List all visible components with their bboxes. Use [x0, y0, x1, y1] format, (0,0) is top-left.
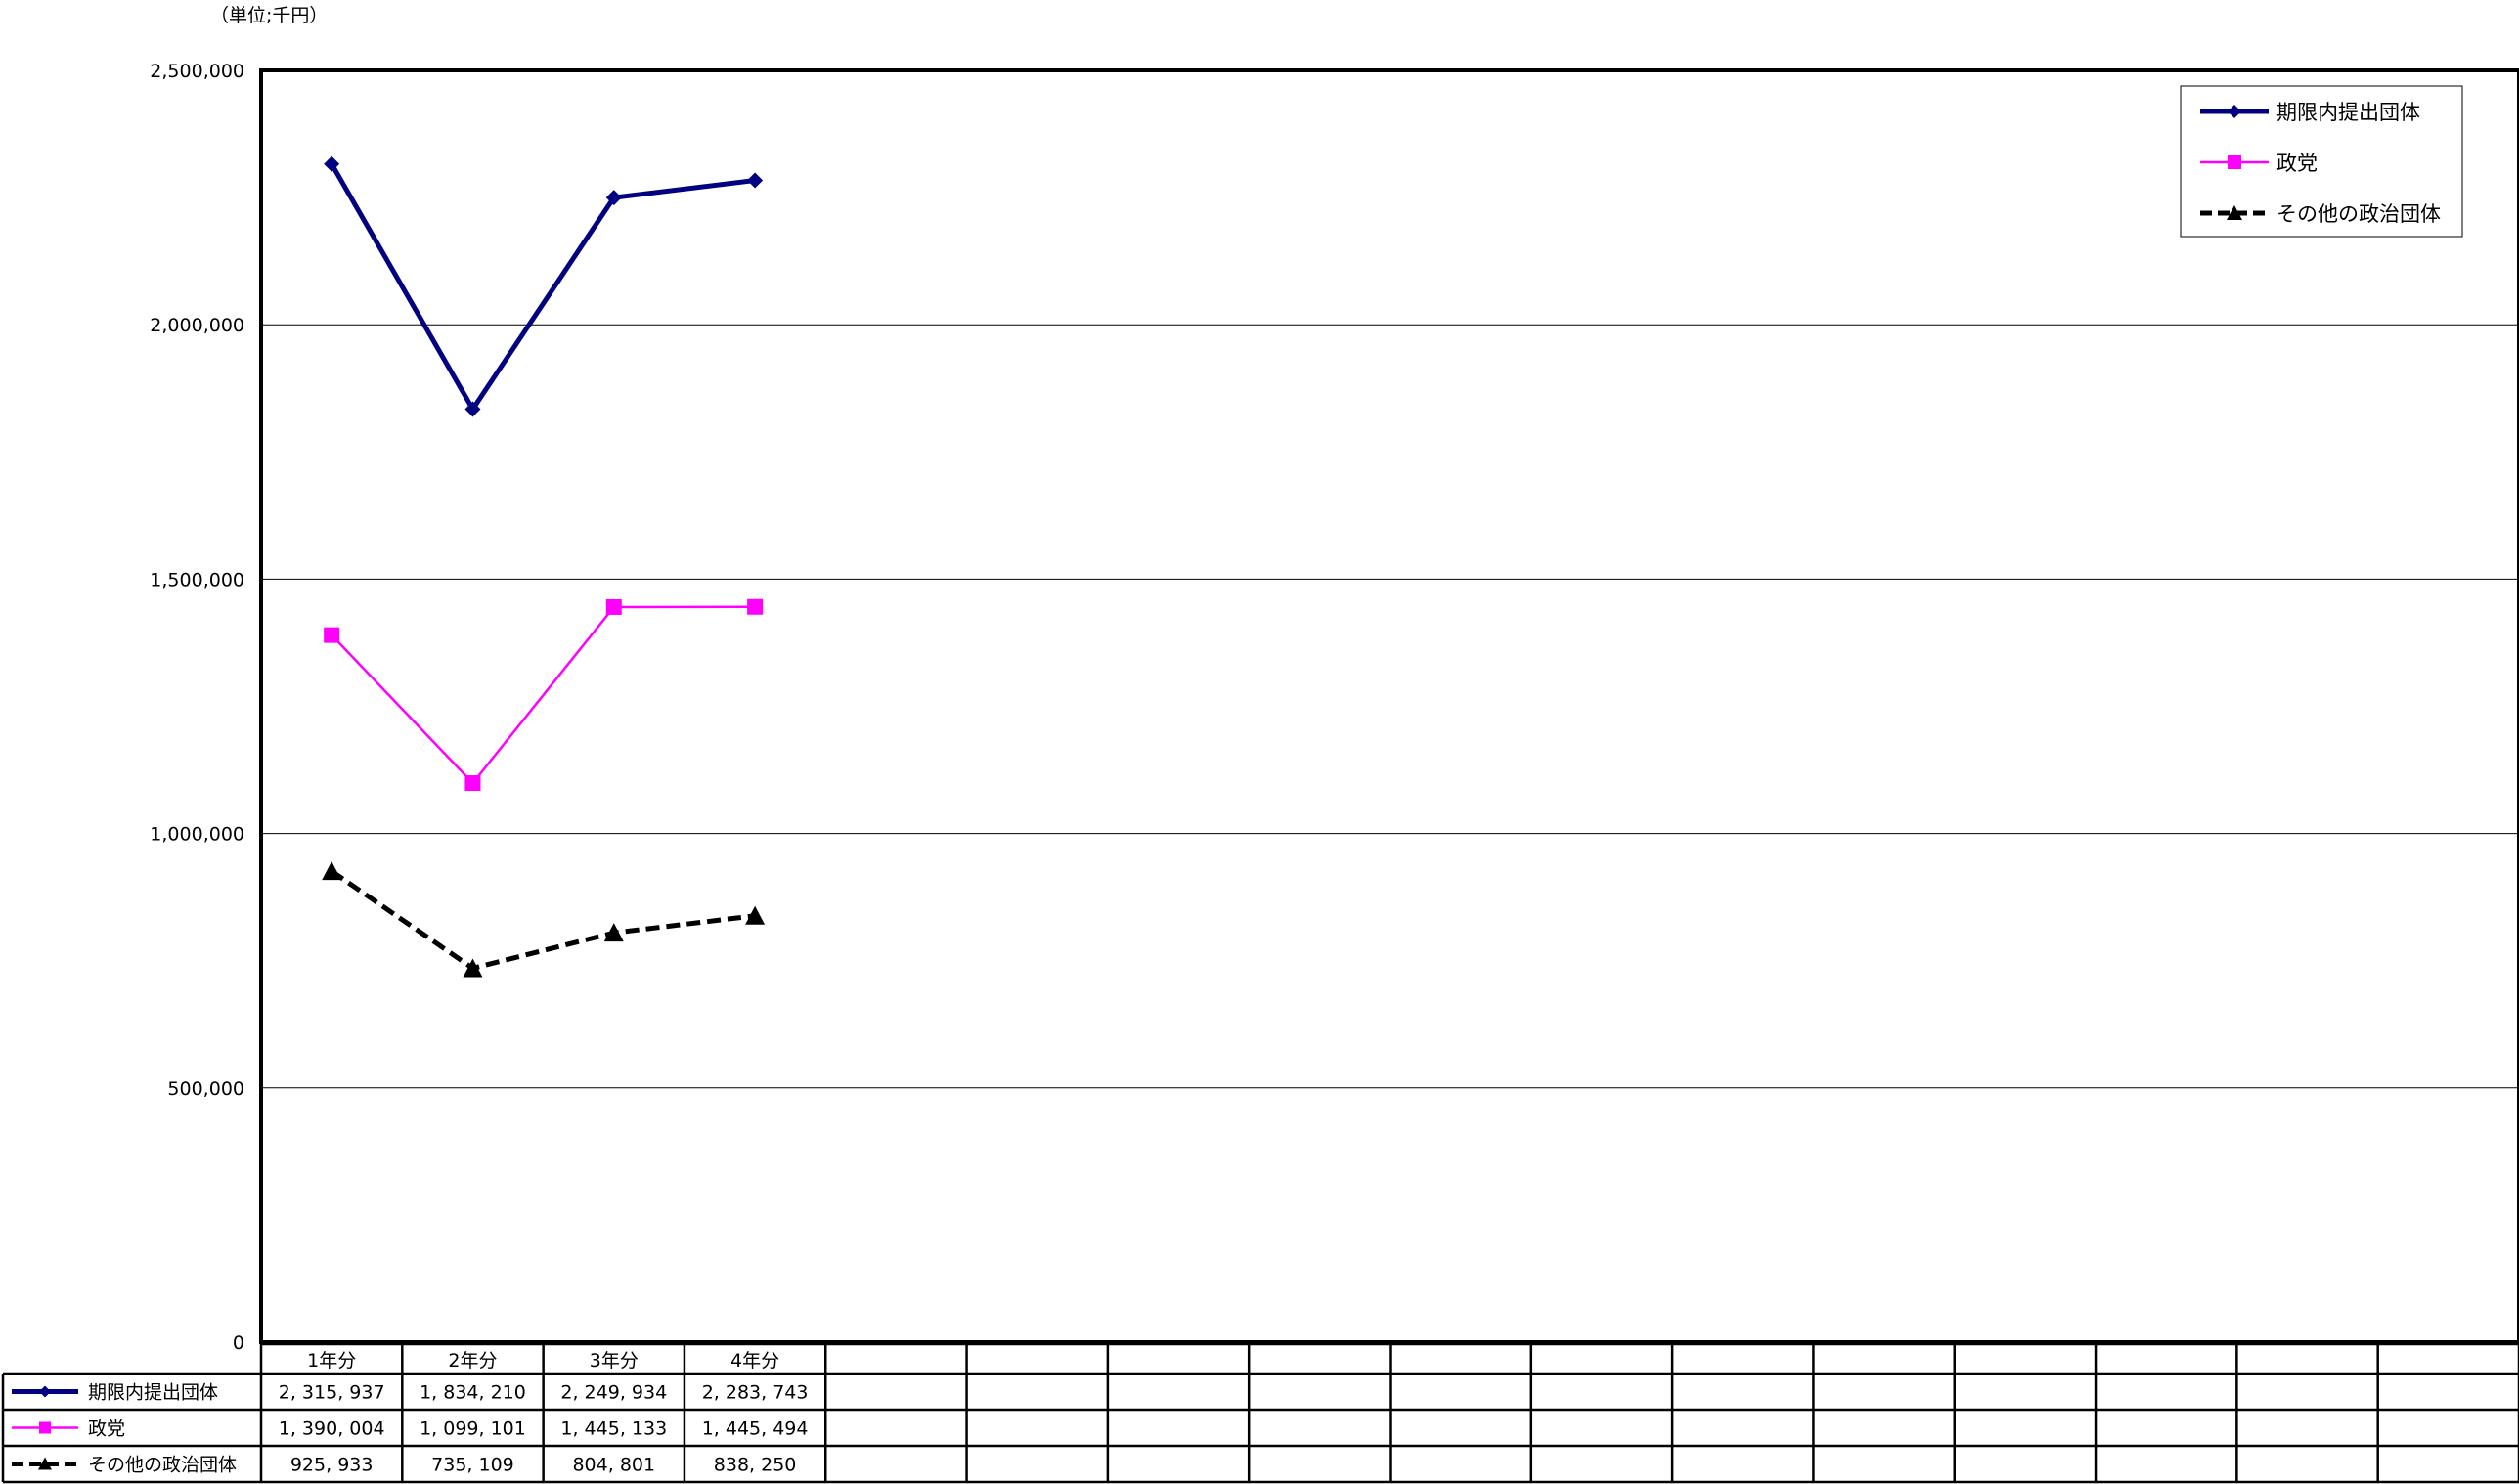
table-row: 政党 1, 390, 004 1, 099, 101 1, 445, 133 1, 44… — [12, 1419, 808, 1440]
y-tick-label: 0 — [233, 1332, 244, 1354]
row-label: 期限内提出団体 — [88, 1382, 218, 1404]
unit-note: （単位;千円） — [210, 5, 328, 26]
y-tick-label: 2,000,000 — [150, 315, 244, 336]
legend-label: 期限内提出団体 — [2276, 101, 2420, 124]
row-swatch-marker — [39, 1421, 51, 1434]
legend-item: 政党 — [2200, 152, 2318, 175]
data-point — [745, 905, 766, 925]
plot-area — [259, 68, 2519, 1344]
table-header-cell: 3年分 — [590, 1350, 639, 1372]
table-cell: 1, 445, 133 — [560, 1419, 667, 1440]
series-1 — [324, 155, 764, 417]
table-cell: 838, 250 — [714, 1455, 797, 1476]
table-cell: 2, 315, 937 — [279, 1382, 385, 1404]
table-cell: 925, 933 — [290, 1455, 374, 1476]
series-lines — [322, 155, 766, 978]
table-header-cell: 4年分 — [730, 1350, 779, 1372]
y-tick-label: 1,000,000 — [150, 824, 244, 846]
data-point — [324, 155, 340, 172]
series-3 — [322, 861, 766, 978]
table-header-cell: 1年分 — [307, 1350, 356, 1372]
y-tick-label: 1,500,000 — [150, 569, 244, 590]
legend-item: 期限内提出団体 — [2200, 101, 2420, 124]
table-cell: 804, 801 — [572, 1455, 655, 1476]
row-swatch-marker — [38, 1457, 52, 1470]
y-axis-ticks: 0 500,000 1,000,000 1,500,000 2,000,000 2,500… — [150, 61, 244, 1354]
legend-marker — [2228, 105, 2241, 118]
data-point — [322, 861, 342, 881]
table-cell: 735, 109 — [431, 1455, 514, 1476]
data-point — [603, 923, 624, 942]
table-cell: 2, 249, 934 — [560, 1382, 667, 1404]
table-row: その他の政治団体 925, 933 735, 109 804, 801 838, 250 — [12, 1455, 796, 1476]
data-point — [605, 190, 622, 206]
series-2 — [324, 598, 764, 792]
legend-marker — [2227, 205, 2242, 220]
series-line — [330, 869, 756, 972]
legend-marker — [2228, 155, 2241, 169]
legend-item: その他の政治団体 — [2200, 202, 2441, 226]
data-point — [747, 598, 764, 615]
table-cell: 2, 283, 743 — [702, 1382, 809, 1404]
table-cell: 1, 834, 210 — [420, 1382, 526, 1404]
data-point — [605, 598, 622, 615]
table-header-cell: 2年分 — [448, 1350, 497, 1372]
series-line — [329, 162, 756, 415]
row-label: 政党 — [88, 1419, 125, 1440]
legend-label: その他の政治団体 — [2276, 202, 2441, 226]
table-cell: 1, 445, 494 — [702, 1419, 809, 1440]
gridlines — [261, 324, 2519, 1089]
legend-label: 政党 — [2276, 152, 2318, 175]
row-label: その他の政治団体 — [88, 1455, 237, 1476]
data-point — [464, 401, 481, 417]
series-line — [331, 605, 756, 785]
y-tick-label: 500,000 — [167, 1078, 244, 1100]
table-row: 期限内提出団体 2, 315, 937 1, 834, 210 2, 249, 934… — [12, 1382, 808, 1404]
table-cell: 1, 390, 004 — [279, 1419, 385, 1440]
table-cell: 1, 099, 101 — [420, 1419, 526, 1440]
data-point — [463, 958, 483, 978]
y-tick-label: 2,500,000 — [150, 61, 244, 82]
data-point — [324, 627, 340, 643]
data-point — [747, 172, 764, 189]
data-point — [464, 775, 481, 792]
row-swatch-marker — [39, 1385, 51, 1398]
